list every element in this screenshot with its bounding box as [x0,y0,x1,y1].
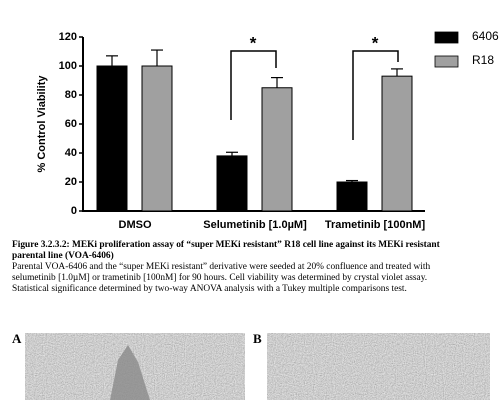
significance-brackets [230,50,399,140]
y-tick-label: 40 [65,147,77,159]
error-bar [391,68,403,77]
caption-body: Parental VOA-6406 and the “super MEKi re… [12,261,430,272]
legend-label: R18 [472,53,494,67]
y-tick-label: 60 [65,118,77,130]
bar [141,65,173,212]
legend-swatch [434,55,459,68]
y-axis-label: % Control Viability [36,75,48,173]
significance-star: * [372,33,379,52]
y-tick-label: 100 [59,60,77,72]
bar [336,181,368,212]
error-bar [106,55,118,66]
y-tick-label: 0 [71,205,77,217]
caption-body: selumetinib [1.0µM] or trametinib [100nM… [12,272,427,283]
legend-label: 6406 [472,29,499,43]
x-tick-label: DMSO [119,219,152,231]
bar [261,87,293,212]
y-tick-label: 120 [59,31,77,43]
bar [216,155,248,212]
error-bar [226,151,238,156]
significance-star: * [250,33,257,52]
caption-title: parental line (VOA-6406) [12,250,114,261]
y-tick-label: 80 [65,89,77,101]
error-bar [346,179,358,182]
bracket [352,50,399,140]
y-tick-label: 20 [65,176,77,188]
bracket [230,50,277,120]
panel-label: B [253,331,262,346]
error-bar [151,49,163,66]
x-tick-label: Selumetinib [1.0µM] [203,219,307,231]
micrograph-gap [110,345,150,400]
legend-swatch [434,31,459,44]
bar [381,75,413,212]
panel-label: A [12,331,22,346]
x-tick-label: Trametinib [100nM] [325,219,426,231]
error-bar [271,76,283,88]
micrograph [267,333,490,400]
caption-title: Figure 3.2.3.2: MEKi proliferation assay… [12,239,441,250]
caption-body: Statistical significance determined by t… [12,283,407,294]
bar [96,65,128,212]
